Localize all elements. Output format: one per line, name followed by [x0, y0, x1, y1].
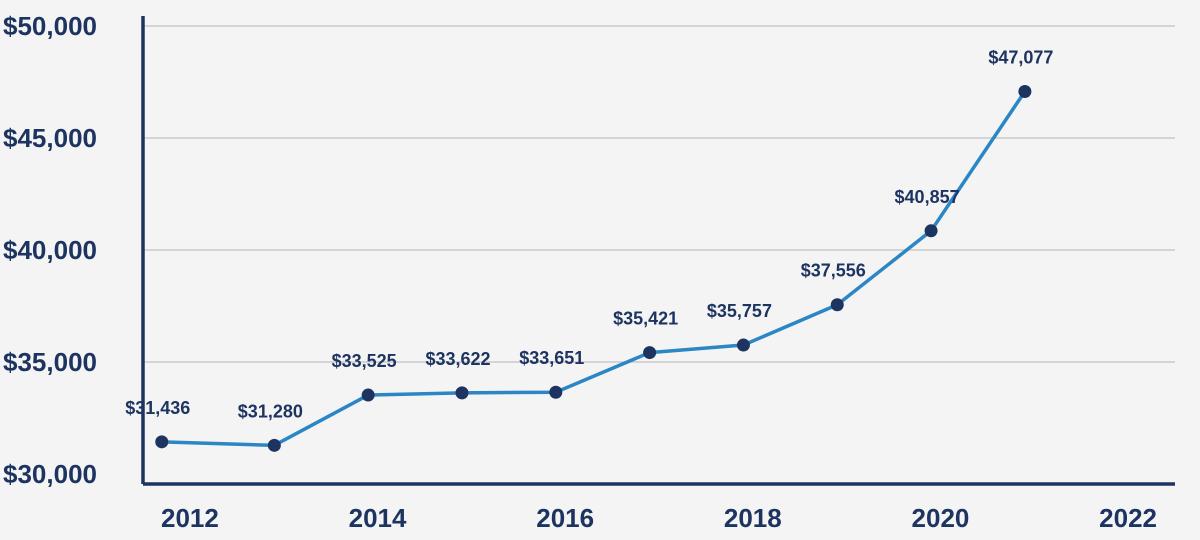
data-point — [549, 385, 563, 399]
data-point — [155, 435, 169, 449]
x-tick-label: 2012 — [161, 503, 219, 533]
data-point — [924, 224, 938, 238]
x-axis-ticks: 2012 2014 2016 2018 2020 2022 — [161, 503, 1157, 533]
data-label: $35,421 — [613, 309, 678, 329]
data-point — [736, 338, 750, 352]
data-label: $47,077 — [988, 47, 1053, 67]
y-axis-ticks: $30,000 $35,000 $40,000 $45,000 $50,000 — [3, 11, 97, 489]
axes — [141, 16, 1175, 486]
data-label: $40,857 — [895, 187, 960, 207]
y-tick-label: $30,000 — [3, 459, 97, 489]
y-tick-label: $35,000 — [3, 347, 97, 377]
data-point — [361, 388, 375, 402]
y-tick-label: $50,000 — [3, 11, 97, 41]
data-label: $31,436 — [125, 398, 190, 418]
x-tick-label: 2020 — [912, 503, 970, 533]
data-point — [643, 346, 657, 360]
data-label: $33,525 — [332, 351, 397, 371]
data-label: $37,556 — [801, 261, 866, 281]
data-label: $33,651 — [519, 348, 584, 368]
series-line — [161, 90, 1027, 448]
data-label: $35,757 — [707, 301, 772, 321]
gridlines — [143, 25, 1175, 363]
x-tick-label: 2016 — [536, 503, 594, 533]
data-point — [1018, 84, 1032, 98]
series — [155, 84, 1032, 452]
data-point — [455, 386, 469, 400]
y-tick-label: $45,000 — [3, 123, 97, 153]
data-label: $31,280 — [238, 401, 303, 421]
data-point — [830, 298, 844, 312]
y-tick-label: $40,000 — [3, 235, 97, 265]
data-labels: $31,436 $31,280 $33,525 $33,622 $33,651 $35,4… — [125, 47, 1053, 421]
x-tick-label: 2014 — [349, 503, 407, 533]
data-point — [267, 438, 281, 452]
x-tick-label: 2018 — [724, 503, 782, 533]
data-label: $33,622 — [425, 349, 490, 369]
x-tick-label: 2022 — [1099, 503, 1157, 533]
